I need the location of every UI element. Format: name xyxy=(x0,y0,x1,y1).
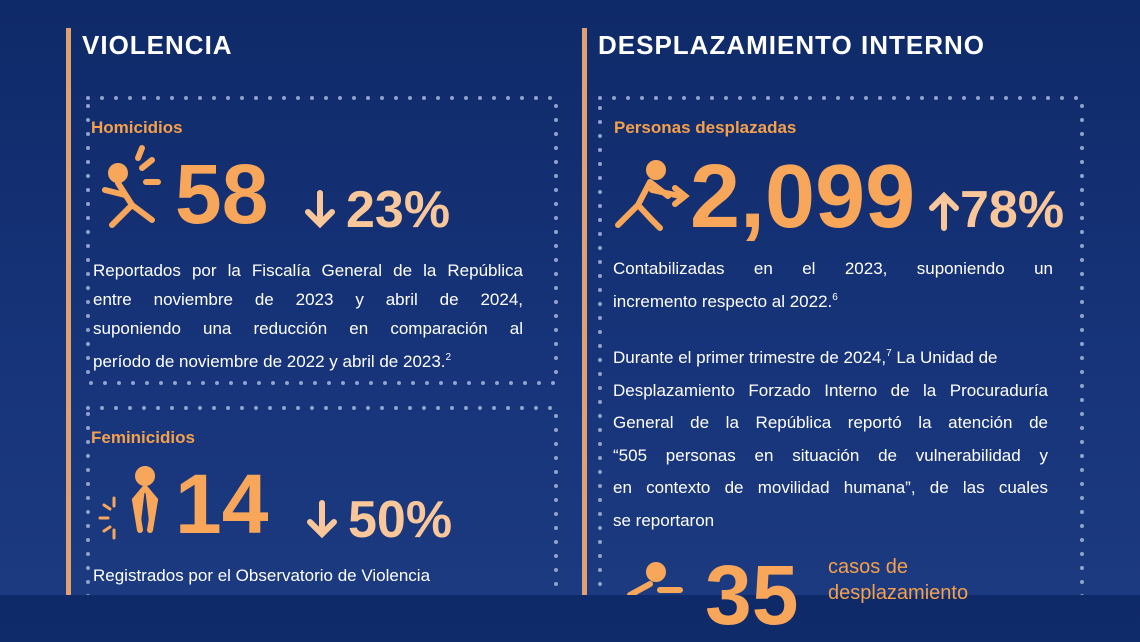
text-line: Desplazamiento Forzado Interno de la Pro… xyxy=(613,375,1048,408)
stat-number: 14 xyxy=(175,457,269,551)
text: se reportaron xyxy=(613,510,715,530)
section-title: DESPLAZAMIENTO INTERNO xyxy=(598,30,985,60)
footnote-ref: 2 xyxy=(445,352,452,363)
text-line: suponiendo una reducción en comparación … xyxy=(93,314,523,343)
text-line: entre noviembre de 2023 y abril de 2024, xyxy=(93,285,523,314)
text: incremento respecto al 2022. xyxy=(613,292,833,311)
text-line: General de la República reportó la atenc… xyxy=(613,407,1048,440)
text-line: se reportaron xyxy=(613,505,1048,538)
stat-label: desplazamiento xyxy=(828,582,969,604)
decor xyxy=(66,28,1084,595)
text-line: Registrados por el Observatorio de Viole… xyxy=(93,561,523,590)
text-line: Contabilizadas en el 2023, suponiendo un xyxy=(613,254,1053,283)
section-title: VIOLENCIA xyxy=(82,30,233,60)
stat-change: 23% xyxy=(346,181,451,239)
paragraph: Registrados por el Observatorio de Viole… xyxy=(93,561,523,590)
stat-number: 35 xyxy=(705,548,799,642)
paragraph: Reportados por la Fiscalía General de la… xyxy=(93,256,523,376)
stat-change: 50% xyxy=(348,491,453,549)
text: La Unidad de xyxy=(891,348,998,367)
text: período de noviembre de 2022 y abril de … xyxy=(93,352,446,371)
right-bar xyxy=(582,28,587,595)
paragraph: Contabilizadas en el 2023, suponiendo un… xyxy=(613,254,1053,316)
text: entre noviembre de 2023 y abril de 2024, xyxy=(93,290,523,309)
text-line: período de noviembre de 2022 y abril de … xyxy=(93,343,523,376)
stat-label: Homicidios xyxy=(91,118,183,137)
text-line: “505 personas en situación de vulnerabil… xyxy=(613,440,1048,473)
stat-label: Feminicidios xyxy=(91,428,195,447)
footnote-ref: 7 xyxy=(886,348,892,359)
text: General de la República reportó la atenc… xyxy=(613,413,1048,433)
left-bar xyxy=(66,28,71,595)
paragraph: Durante el primer trimestre de 2024,7 La… xyxy=(613,338,1048,538)
text-line: Reportados por la Fiscalía General de la… xyxy=(93,256,523,285)
text-line: en contexto de movilidad humana”, de las… xyxy=(613,472,1048,505)
text: “505 personas en situación de vulnerabil… xyxy=(613,445,1048,465)
text-line: incremento respecto al 2022.6 xyxy=(613,283,1053,316)
icons xyxy=(98,145,959,595)
text-line: Durante el primer trimestre de 2024,7 La… xyxy=(613,338,1048,375)
stat-label: casos de xyxy=(828,556,909,578)
text: Desplazamiento Forzado Interno de la Pro… xyxy=(613,380,1048,400)
stat-number: 2,099 xyxy=(690,147,916,247)
stat-number: 58 xyxy=(175,147,269,241)
text: Contabilizadas en el 2023, suponiendo un xyxy=(613,259,1053,278)
text: suponiendo una reducción en comparación … xyxy=(93,319,523,338)
text: Registrados por el Observatorio de Viole… xyxy=(93,566,431,585)
stat-label: Personas desplazadas xyxy=(614,118,797,137)
text: Reportados por la Fiscalía General de la… xyxy=(93,261,523,280)
footnote-ref: 6 xyxy=(832,292,838,303)
text: en contexto de movilidad humana”, de las… xyxy=(613,478,1048,498)
text: Durante el primer trimestre de 2024, xyxy=(613,348,887,367)
stat-change: 78% xyxy=(960,181,1065,239)
